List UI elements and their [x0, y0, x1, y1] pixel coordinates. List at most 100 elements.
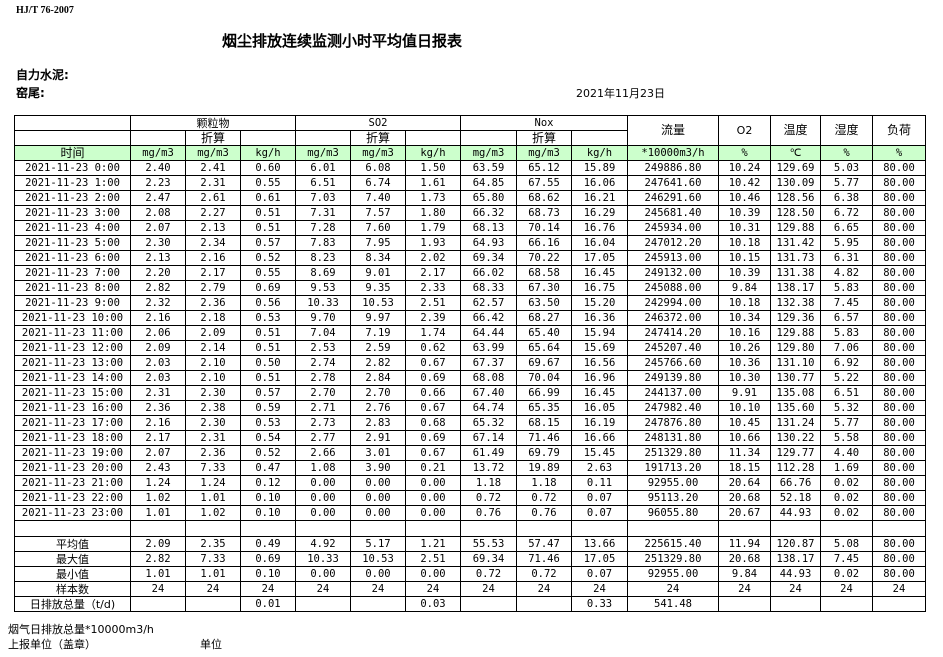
row-label: 2021-11-23 15:00 [14, 385, 131, 401]
value-cell: 17.05 [571, 551, 628, 567]
value-cell: 1.21 [405, 536, 461, 552]
blank-cell [516, 520, 572, 537]
value-cell: 242994.00 [627, 295, 719, 311]
value-cell: 10.36 [718, 355, 771, 371]
value-cell: 4.92 [295, 536, 351, 552]
value-cell: 6.74 [350, 175, 406, 191]
value-cell: 2.40 [130, 160, 186, 176]
value-cell: 0.07 [571, 566, 628, 582]
standard-code: HJ/T 76-2007 [16, 5, 74, 16]
row-label: 2021-11-23 0:00 [14, 160, 131, 176]
value-cell: 2.13 [130, 250, 186, 266]
value-cell: 0.02 [820, 505, 873, 521]
value-cell: 138.17 [770, 280, 821, 296]
value-cell: 128.56 [770, 190, 821, 206]
value-cell: 0.00 [350, 475, 406, 491]
header-blank [14, 130, 131, 146]
value-cell: 0.52 [240, 250, 296, 266]
row-label: 2021-11-23 8:00 [14, 280, 131, 296]
value-cell: 2.31 [130, 385, 186, 401]
value-cell: 130.77 [770, 370, 821, 386]
value-cell: 247641.60 [627, 175, 719, 191]
value-cell: 2.34 [185, 235, 241, 251]
value-cell: 4.40 [820, 445, 873, 461]
unit-cell: mg/m3 [185, 145, 241, 161]
value-cell: 80.00 [872, 250, 926, 266]
value-cell: 129.77 [770, 445, 821, 461]
value-cell: 64.85 [460, 175, 517, 191]
value-cell [872, 596, 926, 612]
value-cell: 10.24 [718, 160, 771, 176]
value-cell: 1.01 [130, 566, 186, 582]
value-cell: 129.69 [770, 160, 821, 176]
value-cell: 70.04 [516, 370, 572, 386]
value-cell: 2.59 [350, 340, 406, 356]
value-cell: 1.24 [130, 475, 186, 491]
value-cell: 66.76 [770, 475, 821, 491]
value-cell: 80.00 [872, 445, 926, 461]
value-cell [820, 596, 873, 612]
value-cell: 2.38 [185, 400, 241, 416]
table-row: 2021-11-23 4:00 2.07 2.13 0.51 7.28 7.60 1.79 6… [14, 220, 926, 236]
unit-cell: mg/m3 [516, 145, 572, 161]
value-cell: 0.21 [405, 460, 461, 476]
header-row-converted: 折算 折算 折算 [14, 130, 926, 146]
value-cell: 16.21 [571, 190, 628, 206]
value-cell: 16.05 [571, 400, 628, 416]
value-cell: 13.66 [571, 536, 628, 552]
header-blank [295, 130, 351, 146]
value-cell: 138.17 [770, 551, 821, 567]
value-cell: 0.10 [240, 490, 296, 506]
blank-cell [571, 520, 628, 537]
value-cell: 2.17 [405, 265, 461, 281]
value-cell: 246372.00 [627, 310, 719, 326]
value-cell: 247982.40 [627, 400, 719, 416]
value-cell: 80.00 [872, 355, 926, 371]
value-cell: 225615.40 [627, 536, 719, 552]
value-cell: 68.13 [460, 220, 517, 236]
row-label: 日排放总量（t/d) [14, 596, 131, 612]
value-cell: 0.57 [240, 385, 296, 401]
value-cell: 7.19 [350, 325, 406, 341]
value-cell: 0.12 [240, 475, 296, 491]
value-cell: 244137.00 [627, 385, 719, 401]
summary-row: 日排放总量（t/d) 0.01 0.03 0.33 541.48 [14, 596, 926, 612]
value-cell: 0.00 [295, 475, 351, 491]
table-row: 2021-11-23 21:00 1.24 1.24 0.12 0.00 0.00 0.00… [14, 475, 926, 491]
table-row: 2021-11-23 20:00 2.43 7.33 0.47 1.08 3.90 0.21… [14, 460, 926, 476]
value-cell: 80.00 [872, 280, 926, 296]
table-row: 2021-11-23 22:00 1.02 1.01 0.10 0.00 0.00 0.00… [14, 490, 926, 506]
value-cell: 5.32 [820, 400, 873, 416]
value-cell: 0.69 [405, 370, 461, 386]
value-cell: 2.09 [130, 340, 186, 356]
value-cell: 2.84 [350, 370, 406, 386]
value-cell: 9.91 [718, 385, 771, 401]
value-cell: 0.69 [405, 430, 461, 446]
value-cell: 18.15 [718, 460, 771, 476]
value-cell: 2.51 [405, 551, 461, 567]
value-cell: 10.15 [718, 250, 771, 266]
value-cell: 16.45 [571, 265, 628, 281]
table-row: 2021-11-23 8:00 2.82 2.79 0.69 9.53 9.35 2.33 6… [14, 280, 926, 296]
value-cell: 10.33 [295, 551, 351, 567]
value-cell: 80.00 [872, 370, 926, 386]
value-cell: 2.71 [295, 400, 351, 416]
row-label: 2021-11-23 5:00 [14, 235, 131, 251]
value-cell: 245088.00 [627, 280, 719, 296]
row-label: 最大值 [14, 551, 131, 567]
value-cell: 80.00 [872, 340, 926, 356]
value-cell: 13.72 [460, 460, 517, 476]
value-cell: 0.11 [571, 475, 628, 491]
table-row: 2021-11-23 5:00 2.30 2.34 0.57 7.83 7.95 1.93 6… [14, 235, 926, 251]
value-cell: 7.33 [185, 460, 241, 476]
value-cell: 1.01 [130, 505, 186, 521]
value-cell: 0.00 [350, 566, 406, 582]
value-cell: 55.53 [460, 536, 517, 552]
value-cell: 16.76 [571, 220, 628, 236]
value-cell: 10.53 [350, 551, 406, 567]
value-cell: 251329.80 [627, 445, 719, 461]
value-cell: 68.27 [516, 310, 572, 326]
header-row-units: 时间 mg/m3 mg/m3 kg/h mg/m3 mg/m3 kg/h mg/m3 mg/m… [14, 145, 926, 161]
value-cell: 247414.20 [627, 325, 719, 341]
table-row: 2021-11-23 11:00 2.06 2.09 0.51 7.04 7.19 1.74… [14, 325, 926, 341]
